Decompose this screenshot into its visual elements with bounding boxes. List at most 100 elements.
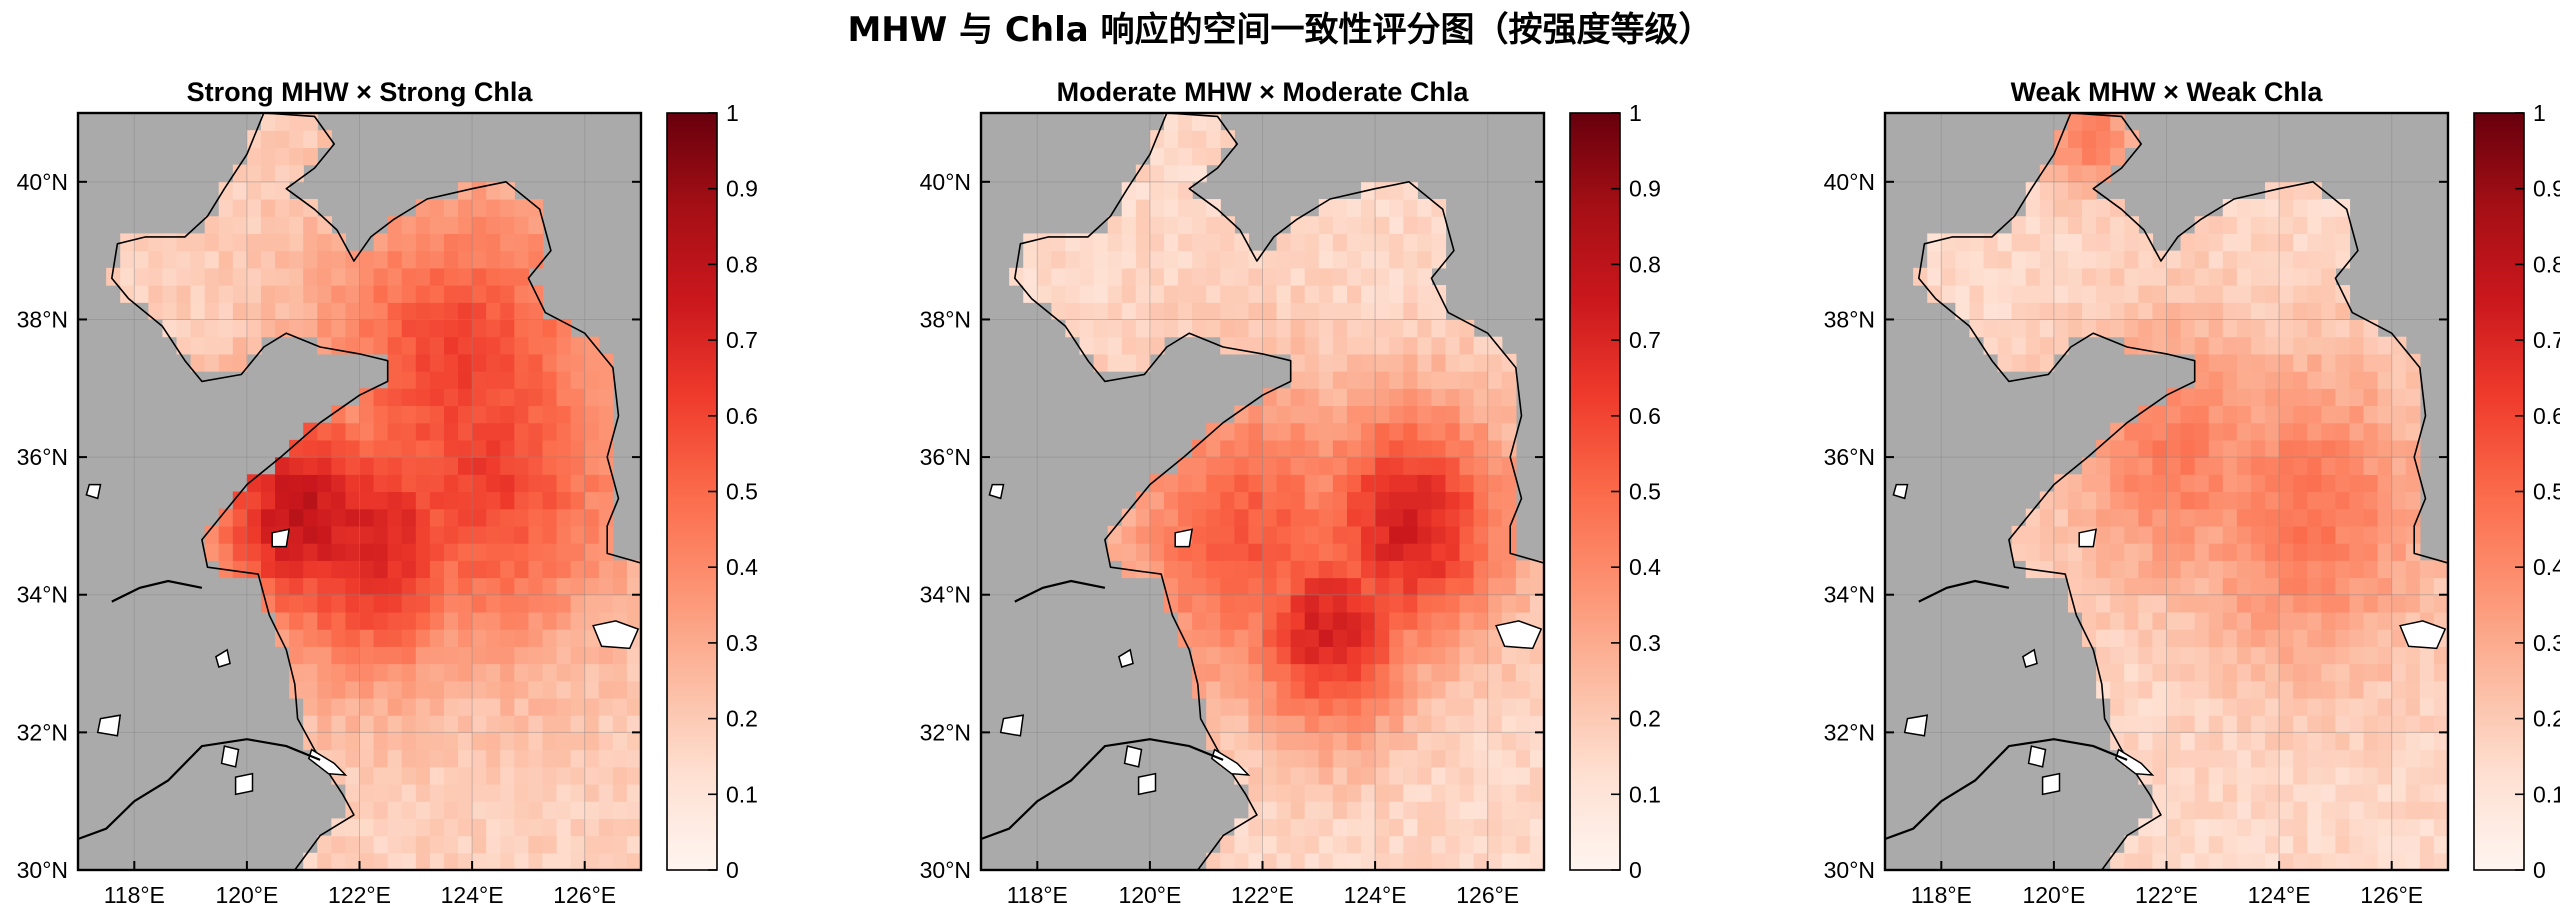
heatmap-cell xyxy=(1927,285,1942,303)
heatmap-cell xyxy=(2279,680,2294,699)
heatmap-cell xyxy=(317,680,332,699)
heatmap-cell xyxy=(1997,353,2013,372)
island-outline xyxy=(1123,745,1143,768)
heatmap-cell xyxy=(1983,267,1999,286)
heatmap-cell xyxy=(2307,199,2322,217)
heatmap-cell xyxy=(1318,508,1334,527)
heatmap-cell xyxy=(2279,749,2294,768)
heatmap-cell xyxy=(2222,336,2238,355)
heatmap-cell xyxy=(2194,835,2210,854)
heatmap-cell xyxy=(1332,525,1348,544)
heatmap-cell xyxy=(2335,474,2351,493)
heatmap-cell xyxy=(1304,560,1320,579)
heatmap-cell xyxy=(2222,749,2238,768)
heatmap-cell xyxy=(1206,852,1221,870)
heatmap-cell xyxy=(2138,611,2154,630)
heatmap-cell xyxy=(1304,749,1320,768)
heatmap-cell xyxy=(1290,594,1306,613)
heatmap-cell xyxy=(1290,250,1306,269)
heatmap-cell xyxy=(1417,663,1433,682)
heatmap-cell xyxy=(2124,680,2139,699)
heatmap-cell xyxy=(1389,233,1404,252)
heatmap-cell xyxy=(2265,302,2280,321)
heatmap-cell xyxy=(2208,680,2224,699)
heatmap-cell xyxy=(1290,371,1306,389)
heatmap-cell xyxy=(401,474,417,493)
heatmap-cell xyxy=(1206,629,1221,647)
heatmap-cell xyxy=(1248,474,1264,493)
heatmap-cell xyxy=(190,319,206,338)
heatmap-cell xyxy=(443,250,459,269)
heatmap-cell xyxy=(331,680,347,699)
colorbar-tick-label: 1 xyxy=(1629,100,1642,126)
heatmap-cell xyxy=(1473,508,1489,527)
heatmap-cell xyxy=(1220,302,1235,321)
heatmap-cell xyxy=(1248,852,1264,870)
heatmap-cell xyxy=(289,199,304,217)
heatmap-cell xyxy=(1290,508,1306,527)
heatmap-cell xyxy=(2025,336,2041,355)
heatmap-cell xyxy=(373,715,389,733)
heatmap-cell xyxy=(359,250,375,269)
heatmap-cell xyxy=(275,181,290,200)
heatmap-cell xyxy=(443,267,459,286)
colorbar-tick-label: 0.5 xyxy=(2533,479,2560,505)
heatmap-cell xyxy=(2025,250,2041,269)
heatmap-cell xyxy=(2124,439,2139,458)
heatmap-cell xyxy=(1178,285,1193,303)
island-outline xyxy=(220,745,240,768)
heatmap-cell xyxy=(275,199,290,217)
heatmap-cell xyxy=(1234,852,1250,870)
heatmap-cell xyxy=(303,577,318,596)
colorbar-tick-label: 0.7 xyxy=(1629,327,1661,353)
heatmap-cell xyxy=(472,715,487,733)
heatmap-cell xyxy=(2363,439,2379,458)
heatmap-cell xyxy=(1417,697,1433,716)
heatmap-cell xyxy=(528,611,544,630)
heatmap-cell xyxy=(1431,336,1447,355)
heatmap-cell xyxy=(2166,405,2182,424)
heatmap-cell xyxy=(443,560,459,579)
heatmap-cell xyxy=(2222,835,2238,854)
heatmap-cell xyxy=(317,629,332,647)
heatmap-cell xyxy=(373,491,389,510)
heatmap-cell xyxy=(1375,302,1390,321)
heatmap-cell xyxy=(1318,525,1334,544)
heatmap-cell xyxy=(1501,422,1517,441)
heatmap-cell xyxy=(1529,577,1544,596)
heatmap-cell xyxy=(514,353,530,372)
heatmap-cell xyxy=(275,560,290,579)
heatmap-cell xyxy=(1389,818,1404,837)
heatmap-cell xyxy=(2265,783,2280,802)
heatmap-cell xyxy=(2349,646,2365,665)
heatmap-cell xyxy=(1206,216,1221,235)
heatmap-cell xyxy=(1192,130,1207,148)
heatmap-cell xyxy=(429,697,445,716)
heatmap-cell xyxy=(1417,646,1433,665)
heatmap-cell xyxy=(1178,199,1193,217)
heatmap-cell xyxy=(2208,577,2224,596)
heatmap-cell xyxy=(570,422,586,441)
heatmap-cell xyxy=(1346,697,1362,716)
heatmap-cell xyxy=(2039,181,2055,200)
heatmap-cell xyxy=(2110,560,2125,579)
heatmap-cell xyxy=(345,818,361,837)
heatmap-cell xyxy=(1529,680,1544,699)
heatmap-cell xyxy=(415,646,431,665)
heatmap-cell xyxy=(345,577,361,596)
heatmap-cell xyxy=(2377,508,2393,527)
heatmap-cell xyxy=(2208,491,2224,510)
heatmap-cell xyxy=(2124,336,2139,355)
heatmap-cell xyxy=(2236,560,2252,579)
heatmap-cell xyxy=(1290,577,1306,596)
heatmap-cell xyxy=(486,388,501,407)
heatmap-cell xyxy=(1361,611,1376,630)
heatmap-cell xyxy=(1290,267,1306,286)
heatmap-cell xyxy=(2250,439,2266,458)
heatmap-cell xyxy=(458,405,473,424)
heatmap-cell xyxy=(1501,594,1517,613)
heatmap-cell xyxy=(2236,732,2252,751)
heatmap-cell xyxy=(1361,783,1376,802)
heatmap-cell xyxy=(2405,783,2421,802)
heatmap-cell xyxy=(2236,336,2252,355)
